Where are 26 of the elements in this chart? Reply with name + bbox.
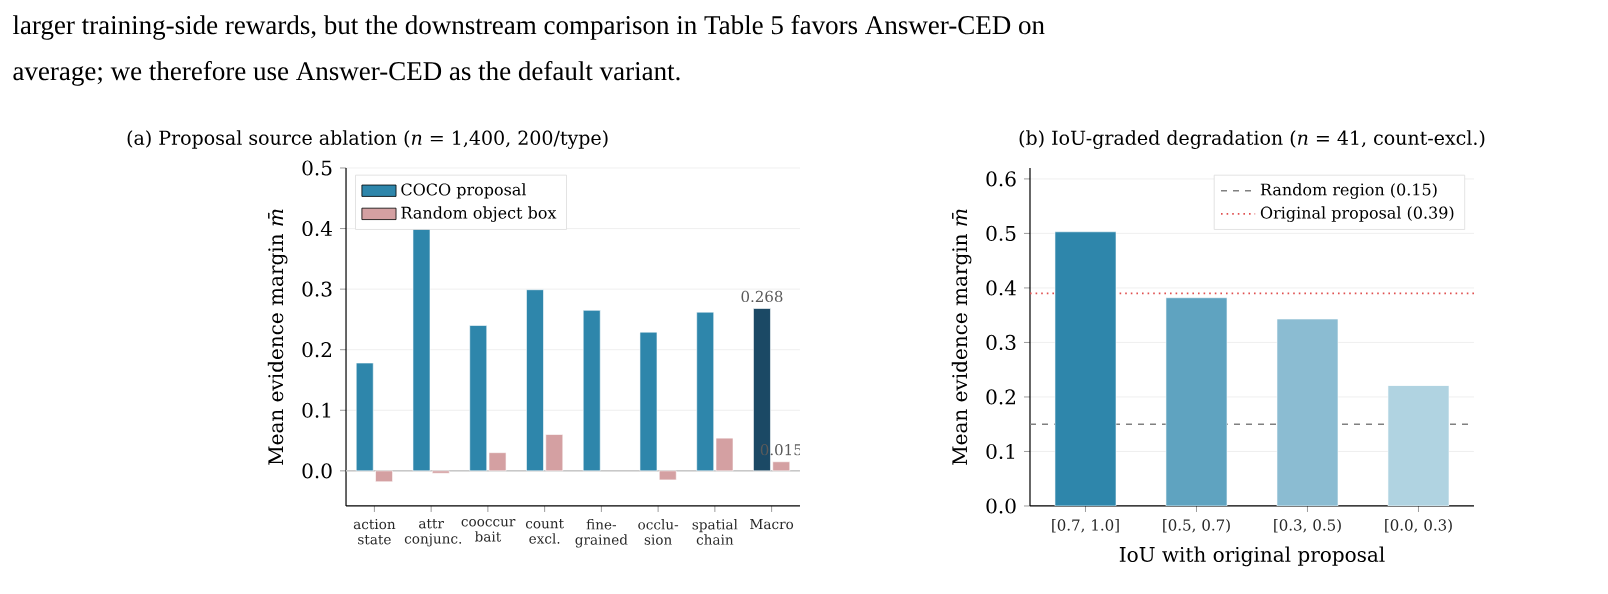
y-tick-label: 0.0 <box>302 463 332 479</box>
chart-title: (b) IoU-graded degradation (n = 41, count-excl.) <box>1019 130 1485 149</box>
y-tick-label: 0.4 <box>302 220 332 237</box>
y-tick-label: 0.5 <box>986 225 1016 241</box>
y-tick-label: 0.2 <box>302 342 331 358</box>
bar <box>1165 297 1228 506</box>
y-axis-title: Mean evidence margin m̄ <box>267 209 288 465</box>
y-tick-label: 0.5 <box>302 160 332 176</box>
chart-title: (a) Proposal source ablation (n = 1,400, 200/type) <box>127 130 608 149</box>
y-tick-label: 0.6 <box>986 171 1016 187</box>
x-axis-title: IoU with original proposal <box>1119 546 1385 567</box>
legend-label: Original proposal (0.39) <box>1260 206 1454 223</box>
y-tick-label: 0.2 <box>986 389 1015 405</box>
y-tick-label: 0.3 <box>302 281 332 297</box>
legend-label: Random object box <box>401 206 557 222</box>
bar <box>582 310 601 472</box>
y-axis-title: Mean evidence margin m̄ <box>951 209 972 465</box>
y-tick-label: 0.1 <box>986 443 1015 460</box>
legend-label: COCO proposal <box>401 183 527 199</box>
y-tick-label: 0.0 <box>986 498 1016 514</box>
y-tick-label: 0.4 <box>986 280 1016 296</box>
text: larger training-side rewards, but the downstream comparison in Table 5 favors Answer-CED on <box>12 14 1045 40</box>
legend-label: Random region (0.15) <box>1260 183 1437 199</box>
y-tick-label: 0.3 <box>986 334 1016 350</box>
text: average; we therefore use Answer-CED as the default variant. <box>13 60 680 86</box>
y-tick-label: 0.1 <box>302 402 331 418</box>
